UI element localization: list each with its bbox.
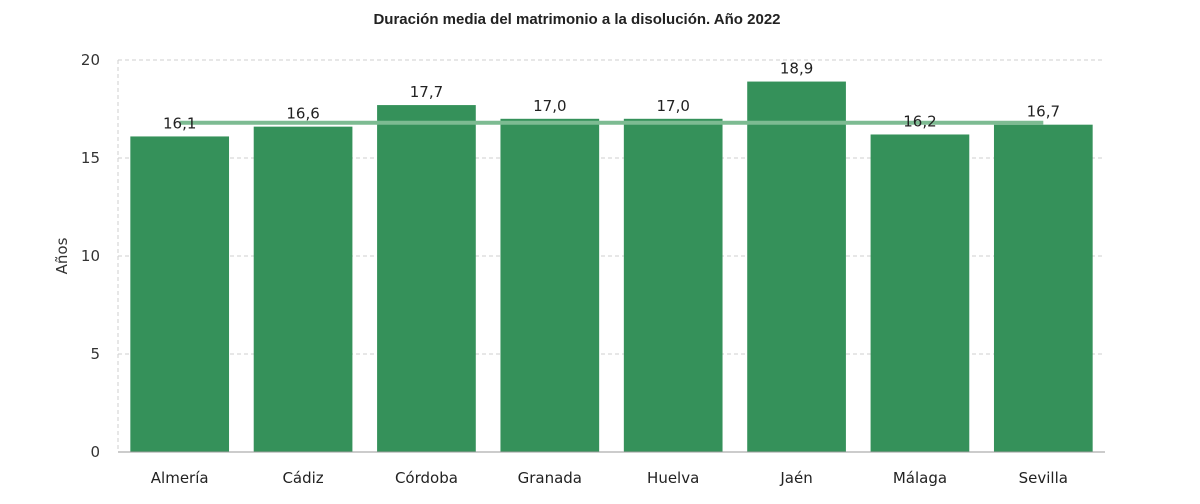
- x-axis-categories: Almería Cádiz Córdoba Granada Huelva Jaén Mála…: [151, 469, 1068, 487]
- chart-title: Duración media del matrimonio a la disol…: [373, 11, 780, 28]
- data-label: 17,0: [656, 97, 689, 115]
- data-labels: 16,1 16,6 17,7 17,0 17,0 18,9 16,2 16,7: [163, 60, 1060, 133]
- x-tick-label: Jaén: [779, 469, 812, 487]
- x-tick-label: Málaga: [893, 469, 947, 487]
- bar-málaga: [870, 134, 970, 453]
- y-axis-label: Años: [53, 237, 71, 274]
- x-tick-label: Almería: [151, 469, 209, 487]
- bar-granada: [500, 118, 600, 453]
- x-tick-label: Sevilla: [1019, 469, 1068, 487]
- bar-huelva: [623, 118, 723, 453]
- bar-cádiz: [253, 126, 353, 452]
- y-tick-label: 10: [81, 247, 100, 265]
- x-tick-label: Huelva: [647, 469, 699, 487]
- y-tick-label: 5: [90, 345, 100, 363]
- bar-córdoba: [377, 105, 476, 452]
- data-label: 17,7: [410, 83, 443, 101]
- bar-jaén: [747, 81, 846, 452]
- bar-sevilla: [993, 124, 1093, 453]
- bars: [130, 81, 1093, 453]
- data-label: 16,7: [1027, 103, 1060, 121]
- y-tick-label: 20: [81, 51, 100, 69]
- data-label: 16,2: [903, 112, 936, 130]
- data-label: 16,1: [163, 114, 196, 132]
- data-label: 17,0: [533, 97, 566, 115]
- data-label: 18,9: [780, 60, 813, 78]
- y-axis-ticks: 0 5 10 15 20: [81, 51, 100, 461]
- x-tick-label: Cádiz: [282, 469, 323, 487]
- y-tick-label: 15: [81, 149, 100, 167]
- data-label: 16,6: [286, 105, 319, 123]
- x-tick-label: Córdoba: [395, 469, 458, 487]
- x-tick-label: Granada: [518, 469, 582, 487]
- bar-almería: [130, 136, 230, 452]
- y-tick-label: 0: [90, 443, 100, 461]
